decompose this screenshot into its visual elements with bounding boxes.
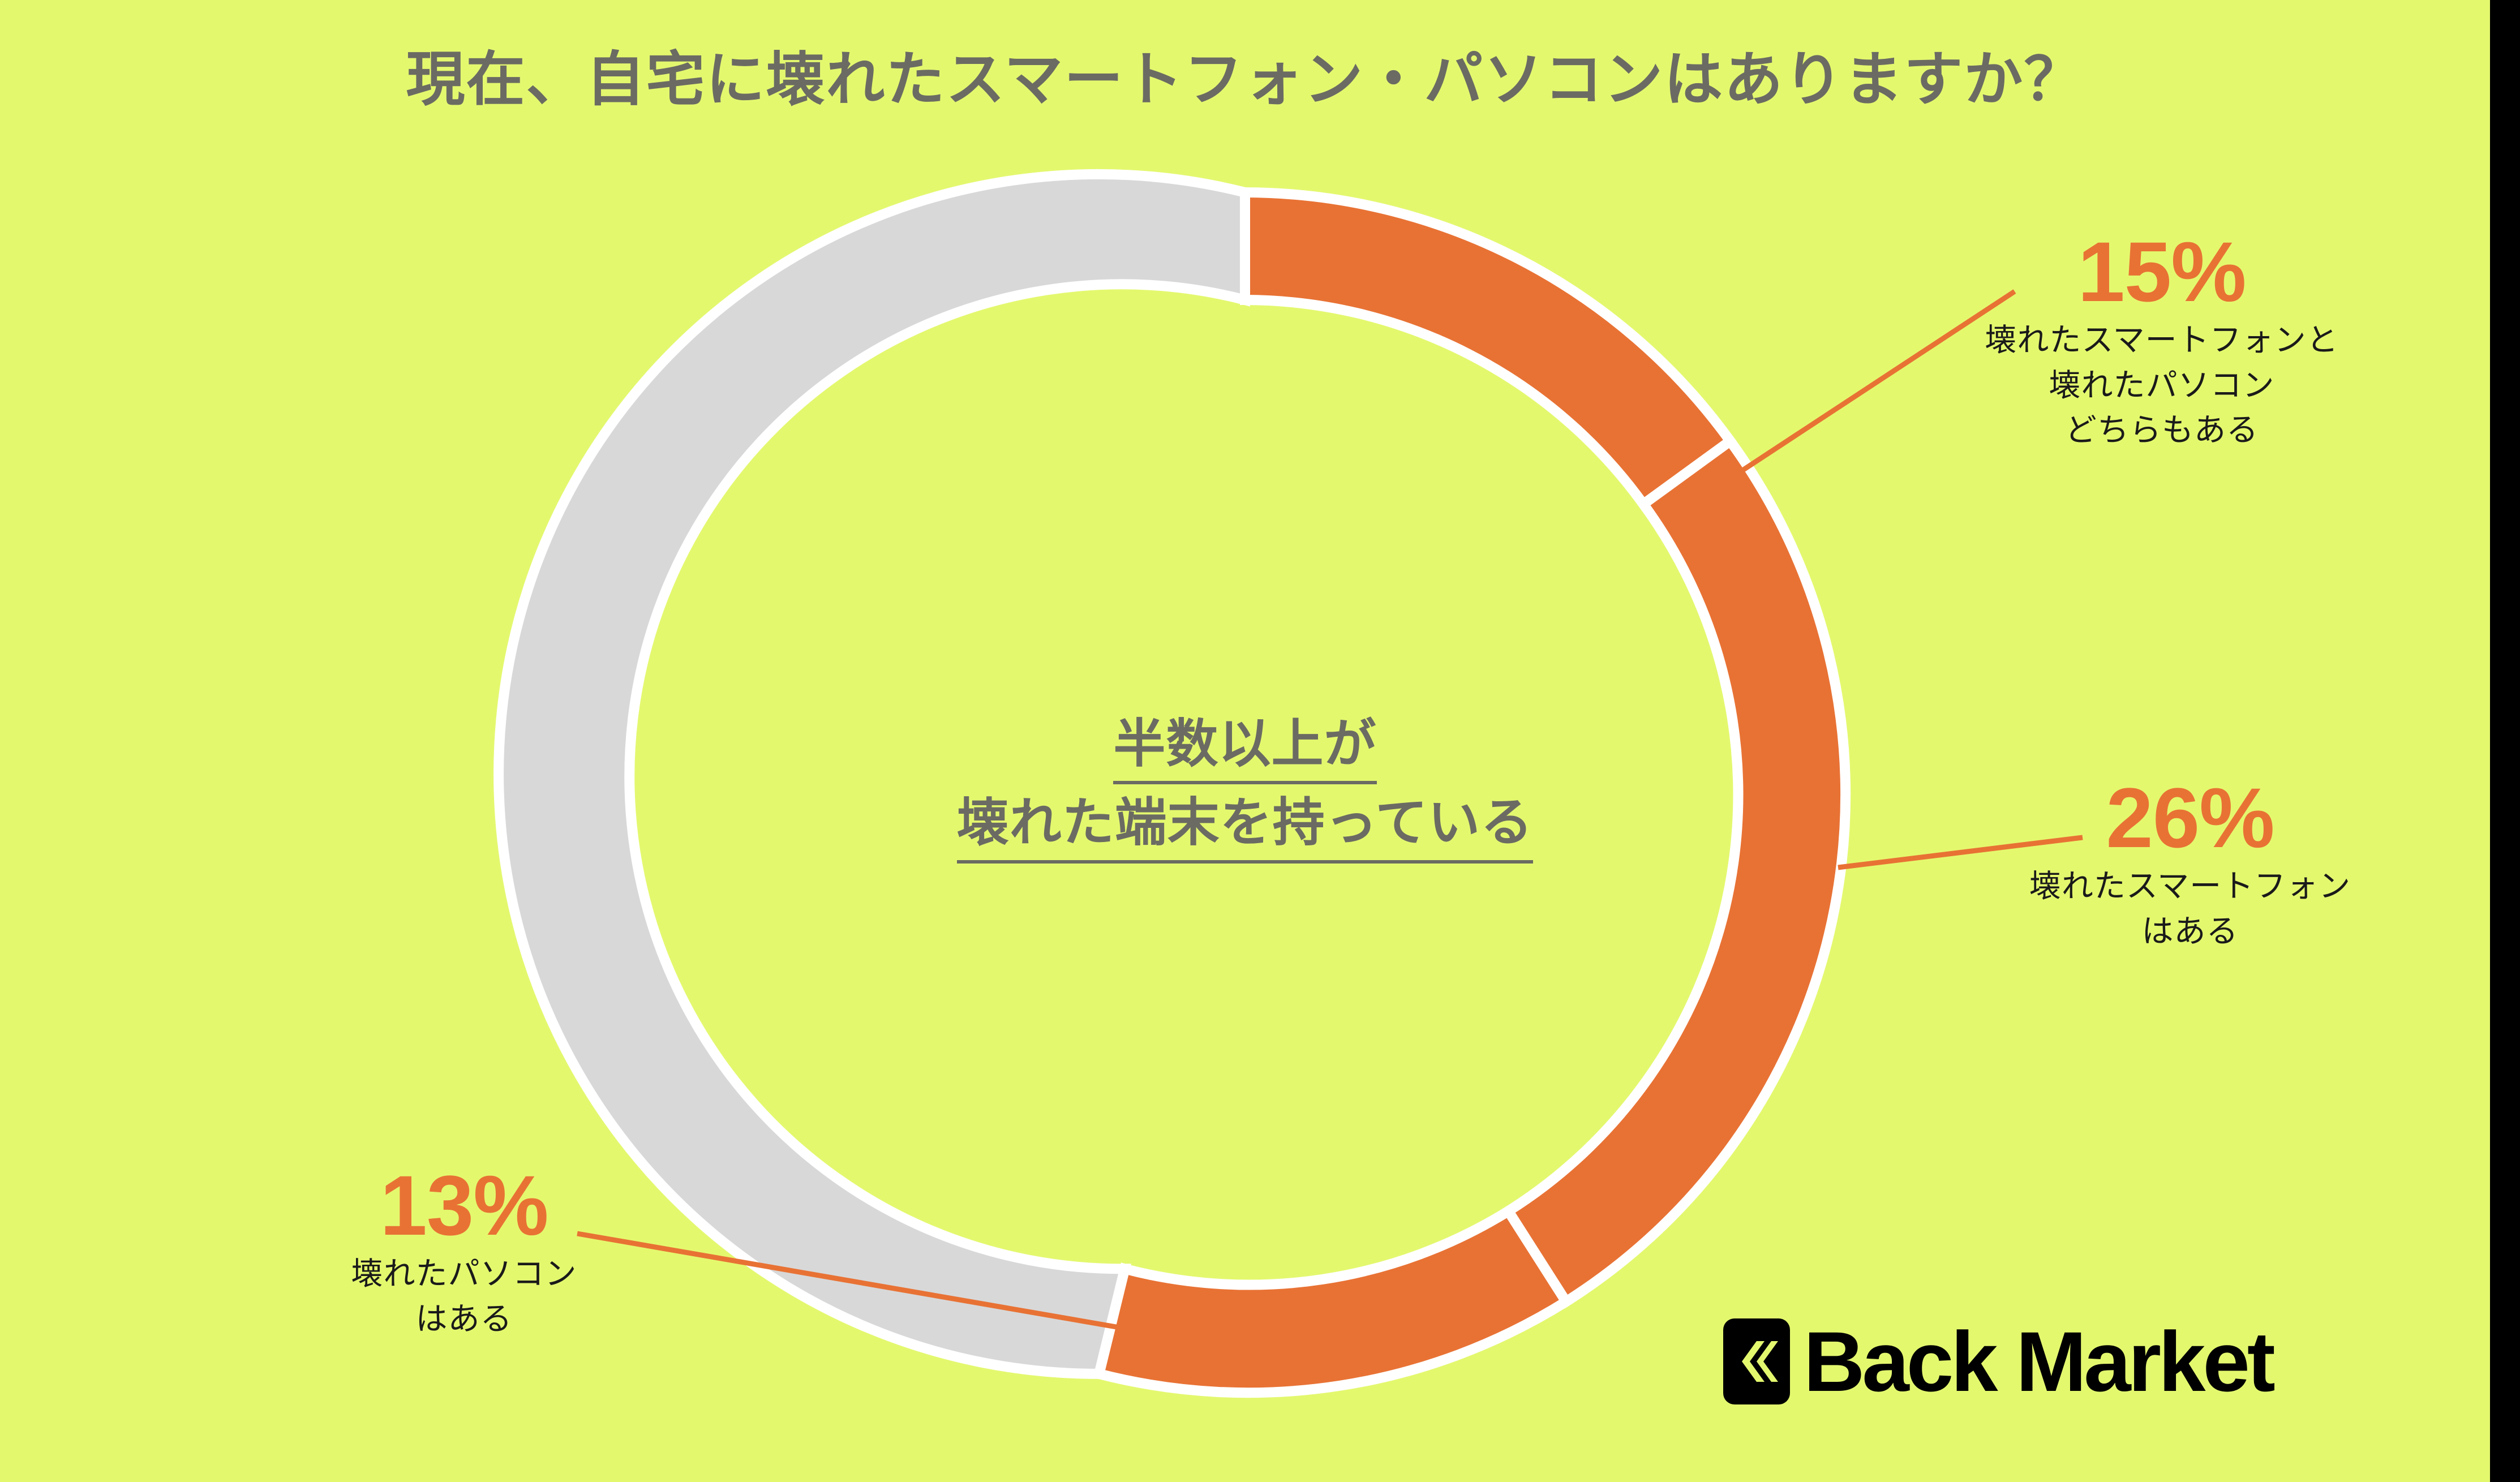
callout-15: 15% 壊れたスマートフォンと 壊れたパソコン どちらもある xyxy=(1868,229,2456,453)
callout-15-line-1: 壊れたスマートフォンと xyxy=(1985,322,2339,358)
callout-13: 13% 壊れたパソコン はある xyxy=(226,1163,702,1341)
page-title: 現在、自宅に壊れたスマートフォン・パソコンはありますか？ xyxy=(406,47,2084,113)
center-text-line-1: 半数以上が xyxy=(1113,710,1377,785)
brand-wordmark: Back Market xyxy=(1804,1314,2276,1409)
percent-value-15: 15% xyxy=(2077,224,2246,319)
callout-description-26: 壊れたスマートフォン はある xyxy=(1913,864,2467,953)
double-chevron-left-icon xyxy=(1723,1318,1790,1404)
callout-description-15: 壊れたスマートフォンと 壊れたパソコン どちらもある xyxy=(1868,317,2456,453)
callout-15-line-2: 壊れたパソコン xyxy=(2049,367,2275,403)
donut-segment-15[interactable] xyxy=(1240,187,1737,512)
brand-logo: Back Market xyxy=(1723,1314,2276,1409)
callout-26-line-2: はある xyxy=(2141,913,2239,949)
callout-description-13: 壊れたパソコン はある xyxy=(226,1251,702,1341)
donut-segment-13[interactable] xyxy=(1093,1204,1573,1398)
callout-26-line-1: 壊れたスマートフォン xyxy=(2029,868,2351,904)
leader-line-26 xyxy=(1838,835,2083,870)
percent-value-26: 26% xyxy=(2106,770,2274,865)
donut-segments xyxy=(493,169,1851,1398)
leader-lines xyxy=(577,289,2083,1331)
percent-value-13: 13% xyxy=(380,1158,548,1253)
callout-15-line-3: どちらもある xyxy=(2065,412,2259,448)
donut-segment-26[interactable] xyxy=(1501,433,1851,1309)
donut-center-text: 半数以上が 壊れた端末を持っている xyxy=(724,710,1766,868)
donut-segment-remainder[interactable] xyxy=(493,169,1250,1379)
callout-13-line-1: 壊れたパソコン xyxy=(351,1256,577,1291)
leader-line-13 xyxy=(577,1231,1127,1331)
leader-line-15 xyxy=(1707,289,2016,495)
callout-13-line-2: はある xyxy=(415,1300,513,1337)
center-text-line-2: 壊れた端末を持っている xyxy=(956,789,1534,864)
callout-26: 26% 壊れたスマートフォン はある xyxy=(1913,775,2467,953)
